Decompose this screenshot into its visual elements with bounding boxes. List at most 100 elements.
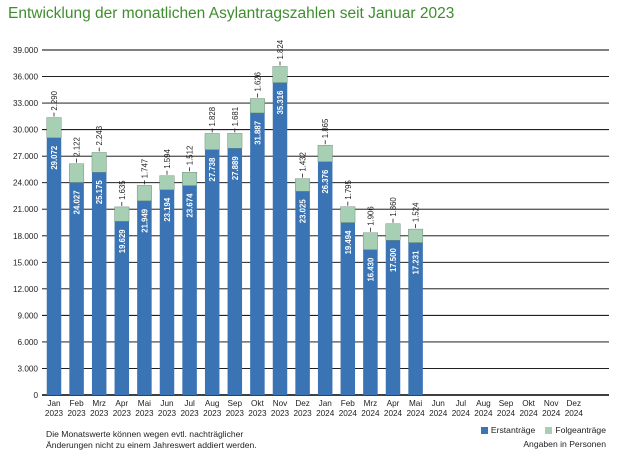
x-tick-label-month: Dez: [567, 399, 582, 408]
footnote: Die Monatswerte können wegen evtl. nacht…: [46, 429, 286, 451]
x-tick-label-month: Jul: [456, 399, 467, 408]
bar-folgeantraege: [385, 223, 401, 241]
x-tick-label-month: Sep: [499, 399, 514, 408]
bar-erstantraege: [137, 200, 152, 395]
bar-folgeantraege: [272, 66, 288, 83]
x-tick-label-year: 2024: [361, 409, 380, 418]
data-label-erstantraege: 16.430: [366, 257, 375, 282]
unit-note: Angaben in Personen: [523, 439, 606, 449]
legend-swatch-folgeantraege: [545, 426, 553, 434]
x-tick-label-month: Feb: [70, 399, 85, 408]
bar-folgeantraege: [159, 175, 175, 191]
y-tick-label: 0: [33, 391, 38, 400]
x-tick-label-month: Aug: [205, 399, 220, 408]
x-tick-label-month: Aug: [476, 399, 491, 408]
y-tick-label: 6.000: [18, 338, 39, 347]
data-label-folgeantraege: 1.860: [389, 197, 398, 217]
x-tick-label-year: 2023: [226, 409, 245, 418]
y-tick-label: 12.000: [13, 285, 38, 294]
data-label-folgeantraege: 2.243: [95, 126, 104, 146]
data-label-erstantraege: 27.738: [208, 157, 217, 182]
bar-folgeantraege: [136, 185, 152, 202]
data-label-erstantraege: 26.376: [321, 169, 330, 194]
x-tick-label-year: 2023: [248, 409, 267, 418]
data-label-folgeantraege: 1.635: [118, 180, 127, 200]
x-tick-label-year: 2024: [519, 409, 538, 418]
data-label-folgeantraege: 1.432: [299, 152, 308, 172]
bar-folgeantraege: [204, 133, 220, 150]
x-tick-label-year: 2024: [316, 409, 335, 418]
data-label-folgeantraege: 1.681: [231, 107, 240, 127]
x-tick-label-month: Okt: [522, 399, 535, 408]
chart-title: Entwicklung der monatlichen Asylantragsz…: [8, 5, 455, 22]
data-label-folgeantraege: 2.122: [73, 137, 82, 157]
x-tick-label-month: Jan: [319, 399, 333, 408]
data-label-erstantraege: 21.949: [140, 208, 149, 233]
data-label-erstantraege: 17.231: [412, 250, 421, 275]
data-label-folgeantraege: 1.828: [208, 107, 217, 127]
x-tick-label-month: Jan: [47, 399, 61, 408]
footnote-line-2: Änderungen nicht zu einem Jahreswert add…: [46, 440, 257, 450]
y-tick-label: 15.000: [13, 258, 38, 267]
data-label-folgeantraege: 1.906: [366, 206, 375, 226]
bar-folgeantraege: [295, 178, 311, 192]
bar-folgeantraege: [182, 172, 198, 186]
x-tick-label-year: 2024: [429, 409, 448, 418]
footnote-line-1: Die Monatswerte können wegen evtl. nacht…: [46, 429, 244, 439]
data-label-erstantraege: 17.500: [389, 248, 398, 273]
x-tick-label-year: 2023: [113, 409, 132, 418]
x-tick-label-year: 2023: [158, 409, 177, 418]
x-tick-label-month: Mai: [138, 399, 151, 408]
bar-erstantraege: [46, 137, 62, 395]
bar-erstantraege: [69, 182, 84, 395]
y-tick-label: 18.000: [13, 232, 38, 241]
data-label-erstantraege: 35.316: [276, 90, 285, 115]
data-label-folgeantraege: 1.747: [140, 159, 149, 179]
bar-folgeantraege: [91, 152, 107, 173]
bar-erstantraege: [363, 249, 378, 395]
data-label-folgeantraege: 1.865: [321, 118, 330, 138]
y-tick-label: 39.000: [13, 46, 38, 55]
x-tick-label-year: 2023: [293, 409, 312, 418]
x-tick-label-month: Jul: [184, 399, 195, 408]
legend: Erstanträge Folgeanträge Angaben in Pers…: [480, 425, 606, 449]
legend-swatch-erstantraege: [480, 426, 488, 434]
bar-folgeantraege: [114, 206, 130, 222]
y-tick-label: 24.000: [13, 179, 38, 188]
data-label-erstantraege: 23.194: [163, 197, 172, 222]
bar-erstantraege: [340, 222, 356, 395]
data-label-folgeantraege: 2.290: [50, 90, 59, 110]
data-label-erstantraege: 27.889: [231, 156, 240, 181]
bar-erstantraege: [227, 148, 243, 395]
bar-folgeantraege: [46, 117, 62, 139]
data-label-folgeantraege: 1.524: [412, 202, 421, 222]
x-tick-label-month: Mrz: [364, 399, 378, 408]
y-tick-label: 33.000: [13, 99, 38, 108]
x-tick-label-month: Jun: [432, 399, 446, 408]
x-tick-label-year: 2023: [271, 409, 290, 418]
bar-erstantraege: [385, 240, 401, 395]
x-tick-label-year: 2024: [406, 409, 425, 418]
y-tick-label: 30.000: [13, 126, 38, 135]
x-tick-label-year: 2023: [135, 409, 154, 418]
y-tick-label: 36.000: [13, 73, 38, 82]
data-label-erstantraege: 19.494: [344, 230, 353, 255]
y-tick-label: 21.000: [13, 205, 38, 214]
bar-erstantraege: [250, 112, 265, 395]
data-label-erstantraege: 19.629: [118, 229, 127, 254]
y-tick-label: 9.000: [18, 311, 39, 320]
data-label-folgeantraege: 1.795: [344, 179, 353, 199]
y-tick-label: 27.000: [13, 152, 38, 161]
bar-erstantraege: [204, 149, 220, 395]
x-tick-label-year: 2024: [474, 409, 493, 418]
bar-erstantraege: [182, 185, 197, 395]
x-tick-label-year: 2023: [45, 409, 64, 418]
x-tick-label-month: Mrz: [92, 399, 106, 408]
legend-item-erstantraege: Erstanträge: [480, 425, 535, 435]
x-tick-label-month: Okt: [251, 399, 264, 408]
bar-erstantraege: [91, 172, 107, 395]
data-label-erstantraege: 24.027: [73, 190, 82, 214]
bar-erstantraege: [272, 82, 288, 395]
